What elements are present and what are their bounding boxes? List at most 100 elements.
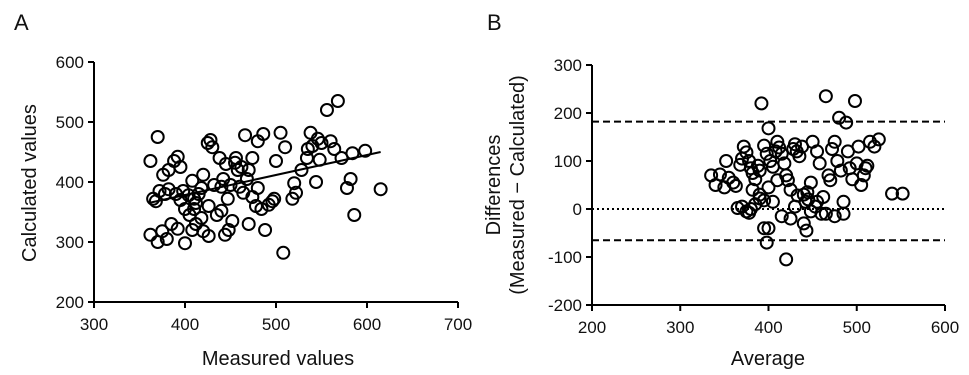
data-point-a [241,163,256,177]
data-point-a [155,224,170,239]
data-point-a [258,223,273,237]
y-axis-label-a: Calculated values [19,104,41,262]
data-point-b [833,163,848,178]
y-tick-label-b: 100 [554,152,582,171]
data-point-b [787,199,802,214]
data-point-a [203,133,218,147]
data-point-a [310,131,325,146]
data-point-a [200,136,215,150]
data-point-a [214,179,229,194]
data-point-a [194,211,209,225]
data-point-a [214,203,229,218]
data-point-a [269,154,283,168]
data-point-b [759,146,774,161]
data-point-a [276,245,291,260]
data-point-b [827,134,842,149]
panel-label-b: B [487,10,502,35]
x-tick-label-a: 400 [171,315,199,334]
data-point-b [796,216,811,231]
data-point-a [201,199,216,213]
data-point-a [225,214,240,228]
data-point-b [739,145,754,160]
data-point-b [728,178,743,193]
data-point-b [810,194,825,209]
x-tick-label-b: 400 [754,318,782,337]
data-point-a [143,227,158,242]
data-point-a [330,94,345,108]
data-point-a [223,178,238,192]
data-point-a [300,142,315,156]
data-point-a [345,146,360,161]
data-point-a [239,172,254,186]
data-point-b [812,156,827,171]
data-point-a [312,152,327,167]
data-point-b [854,178,869,192]
x-tick-label-b: 500 [843,318,871,337]
x-tick-label-a: 700 [444,315,472,334]
data-point-a [173,193,188,207]
data-point-b [839,115,854,130]
data-point-a [143,154,158,168]
data-point-b [818,89,833,104]
data-point-b [818,206,833,221]
data-point-b [765,194,780,209]
data-point-a [218,227,233,242]
data-point-b [858,161,873,176]
data-point-b [742,205,757,220]
panel-a: A 300 400 500 600 700 200 300 400 500 600 Measure… [14,10,472,370]
y-tick-label-b: 300 [554,56,582,75]
data-point-b [757,221,772,236]
panel-b: B 200 300 400 500 600 -200 -100 0 100 200 300 Aver… [483,10,959,370]
data-point-b [790,188,805,203]
data-point-a [194,181,209,195]
data-point-b [757,138,772,153]
data-point-a [185,173,200,188]
data-point-a [314,136,329,150]
data-point-b [885,186,900,201]
plot-area-b: 200 300 400 500 600 -200 -100 0 100 200 300 [548,56,959,337]
data-point-a [347,208,362,222]
data-point-b [719,154,734,168]
data-point-b [860,158,875,173]
x-tick-label-a: 600 [353,315,381,334]
data-point-a [250,181,265,195]
data-point-a [267,191,282,206]
data-point-a [327,142,342,156]
data-point-b [847,94,862,108]
data-point-a [254,202,269,216]
data-point-b [761,221,776,236]
data-point-b [759,235,774,250]
data-point-b [832,110,847,125]
data-point-b [871,132,886,147]
data-point-a [256,127,271,141]
data-point-b [772,140,787,155]
data-point-a [273,125,288,140]
data-point-a [228,155,243,170]
y-tick-label-a: 600 [56,53,84,72]
data-point-a [358,143,373,158]
data-point-b [895,186,910,201]
y-tick-label-b: -200 [548,296,582,315]
data-point-b [825,142,840,156]
x-tick-label-b: 600 [931,318,959,337]
data-point-a [196,167,211,182]
data-point-b [754,96,769,111]
data-point-a [319,103,334,117]
data-point-b [836,194,851,209]
data-point-b [761,180,776,195]
data-point-a [161,182,176,197]
x-tick-label-a: 500 [262,315,290,334]
y-tick-label-b: -100 [548,248,582,267]
data-point-a [265,194,280,209]
data-point-a [238,128,253,143]
data-point-b [774,209,789,224]
data-point-b [774,146,789,161]
data-point-b [770,134,785,149]
data-point-b [845,172,860,187]
x-tick-label-b: 200 [578,318,606,337]
data-point-a [343,172,358,186]
data-point-b [752,163,767,178]
data-point-b [792,149,807,164]
data-point-a [278,140,293,155]
